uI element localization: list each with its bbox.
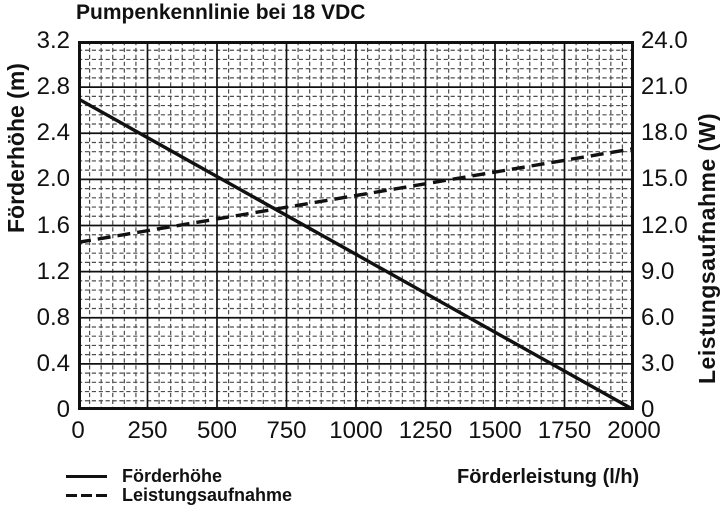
y-right-tick: 0 bbox=[641, 396, 655, 423]
series-line-foerderhoehe bbox=[78, 97, 634, 410]
x-tick: 2000 bbox=[607, 417, 661, 444]
y-axis-right-label: Leistungsaufnahme (W) bbox=[694, 112, 720, 384]
y-axis-left-label: Förderhöhe (m) bbox=[3, 63, 29, 233]
x-tick: 0 bbox=[71, 417, 85, 444]
plot-area bbox=[78, 41, 634, 410]
legend-label-leistungsaufnahme: Leistungsaufnahme bbox=[122, 485, 293, 505]
y-right-tick: 21.0 bbox=[641, 73, 688, 101]
x-tick: 500 bbox=[196, 417, 238, 444]
y-left-tick: 1.2 bbox=[36, 257, 70, 285]
chart-title: Pumpenkennlinie bei 18 VDC bbox=[76, 1, 366, 24]
x-tick: 1250 bbox=[398, 417, 453, 444]
x-tick: 750 bbox=[266, 417, 307, 444]
x-tick: 1500 bbox=[468, 417, 522, 444]
x-axis-label: Förderleistung (l/h) bbox=[457, 466, 640, 488]
y-left-tick: 3.2 bbox=[36, 27, 70, 54]
series-line-leistungsaufnahme bbox=[78, 146, 634, 245]
y-right-tick: 24.0 bbox=[641, 27, 688, 54]
x-tick: 1750 bbox=[537, 417, 592, 444]
y-left-tick: 0.4 bbox=[36, 349, 70, 377]
legend-row-foerderhoehe: Förderhöhe bbox=[66, 466, 292, 486]
x-tick: 250 bbox=[127, 417, 168, 444]
plot-border bbox=[78, 41, 634, 410]
legend-dashed-line-swatch bbox=[66, 494, 107, 497]
legend-solid-line-swatch bbox=[66, 475, 107, 478]
y-left-tick: 0.8 bbox=[36, 303, 70, 331]
legend: Förderhöhe Leistungsaufnahme bbox=[66, 466, 293, 505]
y-left-tick: 0 bbox=[56, 396, 70, 423]
x-tick: 1000 bbox=[329, 417, 383, 444]
legend-label-foerderhoehe: Förderhöhe bbox=[122, 466, 223, 486]
legend-row-leistungsaufnahme: Leistungsaufnahme bbox=[66, 485, 293, 505]
